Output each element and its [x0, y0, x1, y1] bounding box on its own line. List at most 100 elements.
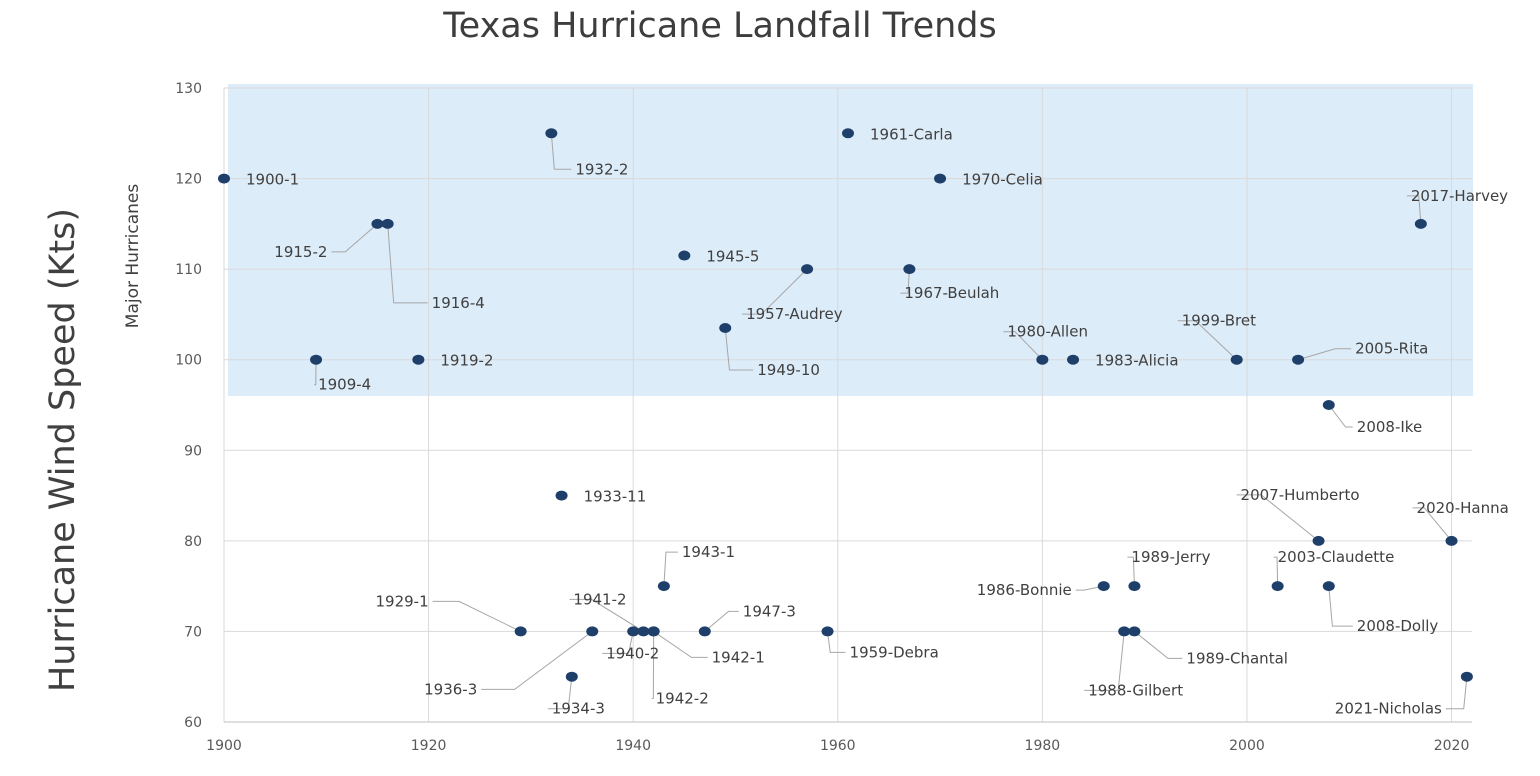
point-label-1940-2: 1940-2: [606, 644, 659, 662]
data-point-1915-2: [371, 218, 384, 229]
data-point-1940-2: [627, 626, 640, 637]
band-label: Major Hurricanes: [123, 184, 143, 329]
point-label-2008-Dolly: 2008-Dolly: [1357, 617, 1439, 635]
data-point-1916-4: [381, 218, 394, 229]
data-point-1967-Beulah: [903, 264, 916, 275]
data-point-1970-Celia: [934, 173, 947, 184]
data-point-1957-Audrey: [801, 264, 814, 275]
data-point-2020-Hanna: [1445, 535, 1458, 546]
point-label-1919-2: 1919-2: [440, 352, 493, 370]
leader-line-1999-Bret: [1177, 320, 1238, 361]
data-point-2007-Humberto: [1312, 535, 1325, 546]
data-point-1932-2: [545, 128, 558, 139]
data-point-1989-Chantal: [1128, 626, 1141, 637]
y-tick-label: 80: [184, 534, 202, 550]
axes: 1900 1920 1940 1960 1980 2000 2020 60 70 80 90 100 1…: [175, 81, 1472, 754]
leader-line-1957-Audrey: [742, 268, 808, 315]
y-tick-label: 100: [175, 353, 202, 369]
y-axis-title: Hurricane Wind Speed (Kts): [43, 208, 83, 692]
point-label-1943-1: 1943-1: [682, 543, 735, 561]
data-point-1983-Alicia: [1067, 354, 1080, 365]
data-point-2017-Harvey: [1414, 218, 1427, 229]
point-label-1909-4: 1909-4: [318, 376, 371, 394]
leader-line-1929-1: [432, 600, 521, 632]
point-label-2005-Rita: 2005-Rita: [1355, 340, 1428, 358]
point-label-1999-Bret: 1999-Bret: [1182, 312, 1256, 330]
point-label-1957-Audrey: 1957-Audrey: [746, 305, 843, 323]
leader-line-1949-10: [724, 327, 754, 371]
x-tick-label: 2020: [1434, 738, 1470, 754]
point-label-1959-Debra: 1959-Debra: [850, 643, 939, 661]
leader-line-1915-2: [331, 223, 378, 253]
y-tick-label: 70: [184, 624, 202, 640]
leader-line-2021-Nicholas: [1445, 676, 1468, 710]
data-point-1942-2: [647, 626, 660, 637]
point-label-1900-1: 1900-1: [246, 171, 299, 189]
point-label-1915-2: 1915-2: [274, 243, 327, 261]
x-tick-label: 1920: [411, 738, 447, 754]
y-tick-label: 60: [184, 715, 202, 731]
leader-line-1932-2: [550, 133, 572, 170]
point-label-1947-3: 1947-3: [743, 602, 796, 620]
point-label-1932-2: 1932-2: [575, 160, 628, 178]
data-point-2008-Ike: [1322, 400, 1335, 410]
leader-line-1989-Chantal: [1134, 631, 1183, 659]
point-label-1945-5: 1945-5: [706, 248, 759, 266]
point-label-1988-Gilbert: 1988-Gilbert: [1088, 681, 1183, 699]
data-point-1941-2: [637, 626, 650, 637]
point-label-1989-Jerry: 1989-Jerry: [1131, 548, 1210, 566]
y-tick-label: 110: [175, 262, 202, 278]
point-label-1980-Allen: 1980-Allen: [1007, 323, 1088, 341]
data-point-1929-1: [514, 626, 527, 637]
point-label-1989-Chantal: 1989-Chantal: [1186, 649, 1288, 667]
leader-line-2008-Dolly: [1328, 586, 1353, 627]
point-label-2017-Harvey: 2017-Harvey: [1411, 187, 1508, 205]
chart-title: Texas Hurricane Landfall Trends: [443, 6, 997, 46]
leader-line-1943-1: [663, 551, 678, 587]
data-point-1919-2: [412, 354, 425, 365]
data-point-1989-Jerry: [1128, 581, 1141, 592]
y-tick-label: 130: [175, 81, 202, 97]
data-point-1934-3: [565, 671, 578, 682]
grid: [223, 87, 1472, 723]
leader-line-1947-3: [704, 610, 739, 632]
point-label-1942-1: 1942-1: [712, 648, 765, 666]
leader-line-1988-Gilbert: [1084, 631, 1125, 691]
point-label-1934-3: 1934-3: [552, 700, 605, 718]
point-label-1986-Bonnie: 1986-Bonnie: [977, 581, 1072, 599]
data-point-2021-Nicholas: [1460, 671, 1473, 682]
point-label-1936-3: 1936-3: [424, 680, 477, 698]
point-label-1949-10: 1949-10: [757, 361, 820, 379]
x-tick-label: 2000: [1229, 738, 1265, 754]
point-label-1970-Celia: 1970-Celia: [962, 171, 1043, 189]
leader-line-1942-2: [651, 631, 655, 699]
data-point-1959-Debra: [821, 626, 834, 637]
x-tick-label: 1960: [820, 738, 856, 754]
leader-line-1967-Beulah: [900, 269, 910, 294]
data-point-1900-1: [218, 173, 230, 184]
y-tick-label: 90: [184, 443, 202, 459]
data-point-1949-10: [719, 323, 732, 334]
data-point-1936-3: [586, 626, 599, 637]
data-point-1943-1: [657, 581, 670, 592]
data-point-1986-Bonnie: [1097, 581, 1110, 592]
data-point-1988-Gilbert: [1118, 626, 1131, 637]
leader-line-2008-Ike: [1328, 404, 1353, 428]
data-point-2003-Claudette: [1271, 581, 1284, 592]
data-point-2008-Dolly: [1322, 581, 1335, 592]
leader-line-1916-4: [387, 223, 428, 304]
point-label-1929-1: 1929-1: [376, 592, 429, 610]
leader-line-2005-Rita: [1297, 348, 1352, 361]
leader-line-1941-2: [569, 598, 644, 632]
leader-line-1942-1: [653, 631, 708, 658]
x-tick-label: 1900: [206, 738, 242, 754]
data-point-1980-Allen: [1036, 354, 1049, 365]
leader-line-1934-3: [547, 676, 573, 710]
leader-lines: [314, 133, 1468, 710]
leader-line-2003-Claudette: [1273, 556, 1279, 587]
data-points: [218, 128, 1473, 682]
leader-line-1936-3: [481, 631, 593, 690]
point-label-1983-Alicia: 1983-Alicia: [1095, 352, 1178, 370]
data-point-1909-4: [310, 354, 323, 365]
